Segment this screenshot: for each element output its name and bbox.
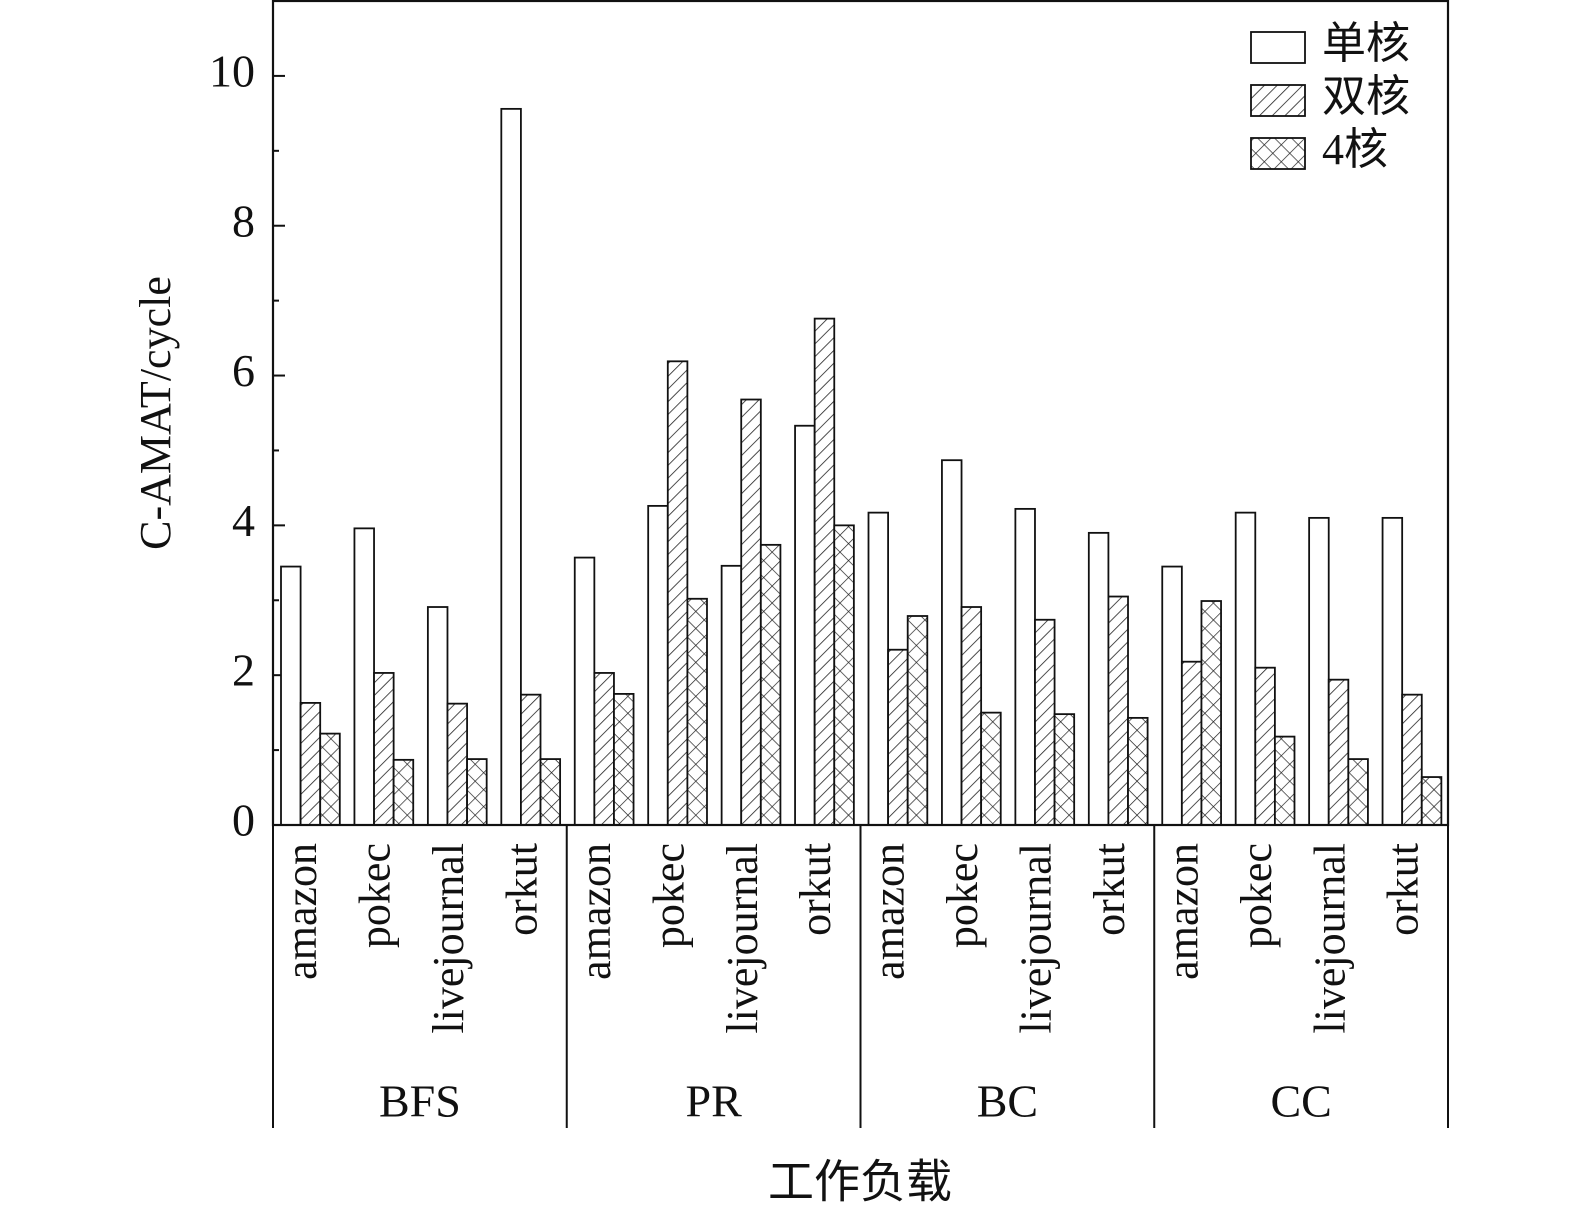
bar bbox=[686, 597, 708, 826]
bar bbox=[446, 702, 468, 826]
y-tick-label: 2 bbox=[232, 645, 255, 696]
x-tick-label: orkut bbox=[791, 843, 840, 936]
bar bbox=[813, 317, 836, 826]
bar bbox=[299, 701, 322, 826]
x-tick-label: pokec bbox=[1232, 843, 1281, 948]
x-tick-label: pokec bbox=[644, 843, 693, 948]
bar bbox=[1381, 516, 1404, 826]
bar bbox=[720, 564, 743, 826]
bar bbox=[373, 672, 395, 826]
x-tick-label: livejournal bbox=[424, 843, 473, 1034]
x-tick-label: pokec bbox=[351, 843, 400, 948]
bar bbox=[1087, 531, 1110, 826]
bar bbox=[1254, 666, 1276, 826]
x-tick-label: amazon bbox=[865, 843, 914, 980]
x-tick-label: amazon bbox=[571, 843, 620, 980]
bar bbox=[1420, 776, 1443, 826]
y-tick-label: 10 bbox=[209, 45, 255, 96]
bar bbox=[520, 693, 542, 826]
y-tick-label: 6 bbox=[232, 345, 255, 396]
bar bbox=[1347, 758, 1369, 826]
bar bbox=[539, 758, 562, 826]
bar bbox=[1127, 716, 1149, 826]
legend-label: 双核 bbox=[1322, 72, 1410, 121]
bar bbox=[1180, 660, 1203, 826]
bar bbox=[1401, 693, 1423, 826]
bar bbox=[1234, 511, 1257, 826]
bar bbox=[392, 758, 415, 826]
bar bbox=[759, 543, 782, 826]
group-label: BFS bbox=[379, 1076, 461, 1127]
bar bbox=[593, 672, 615, 826]
x-tick-label: amazon bbox=[277, 843, 326, 980]
x-axis-label: 工作负载 bbox=[768, 1157, 952, 1208]
x-tick-label: livejournal bbox=[1012, 843, 1061, 1034]
bar bbox=[1107, 595, 1129, 826]
x-tick-label: livejournal bbox=[1305, 843, 1354, 1034]
legend-label: 单核 bbox=[1322, 19, 1410, 68]
bar bbox=[466, 758, 488, 826]
bar bbox=[319, 732, 341, 826]
y-tick-label: 0 bbox=[232, 795, 255, 846]
bar bbox=[740, 398, 762, 826]
x-tick-label: amazon bbox=[1158, 843, 1207, 980]
x-tick-label: pokec bbox=[938, 843, 987, 948]
y-tick-label: 4 bbox=[232, 495, 255, 546]
bar bbox=[613, 693, 635, 826]
bar bbox=[1327, 678, 1350, 826]
x-tick-label: livejournal bbox=[718, 843, 767, 1034]
bar bbox=[353, 527, 375, 826]
group-label: PR bbox=[685, 1076, 742, 1127]
bar bbox=[1053, 713, 1076, 826]
bar bbox=[1034, 618, 1056, 826]
bar bbox=[941, 459, 963, 826]
legend-swatch bbox=[1250, 137, 1306, 170]
bar bbox=[867, 511, 890, 826]
bar bbox=[573, 556, 596, 826]
bar bbox=[887, 648, 909, 826]
bar bbox=[794, 424, 816, 826]
bar bbox=[1273, 735, 1296, 826]
legend-swatch bbox=[1250, 31, 1306, 64]
bar bbox=[980, 711, 1002, 826]
bar bbox=[1014, 507, 1036, 826]
legend-label: 4核 bbox=[1322, 125, 1388, 174]
bar bbox=[647, 504, 669, 826]
y-tick-label: 8 bbox=[232, 195, 255, 246]
x-tick-label: orkut bbox=[1085, 843, 1134, 936]
x-tick-label: orkut bbox=[1379, 843, 1428, 936]
bar bbox=[500, 107, 522, 826]
bar bbox=[1308, 516, 1330, 826]
bar bbox=[833, 524, 855, 826]
y-axis-label: C-AMAT/cycle bbox=[131, 276, 180, 550]
bar bbox=[1200, 600, 1222, 826]
bar bbox=[666, 360, 689, 826]
legend-swatch bbox=[1250, 84, 1306, 117]
bar bbox=[906, 615, 929, 826]
bar bbox=[1161, 565, 1183, 826]
bar bbox=[426, 606, 449, 826]
x-tick-label: orkut bbox=[497, 843, 546, 936]
bar bbox=[960, 606, 983, 826]
group-label: BC bbox=[977, 1076, 1038, 1127]
bar bbox=[280, 565, 302, 826]
group-label: CC bbox=[1270, 1076, 1331, 1127]
